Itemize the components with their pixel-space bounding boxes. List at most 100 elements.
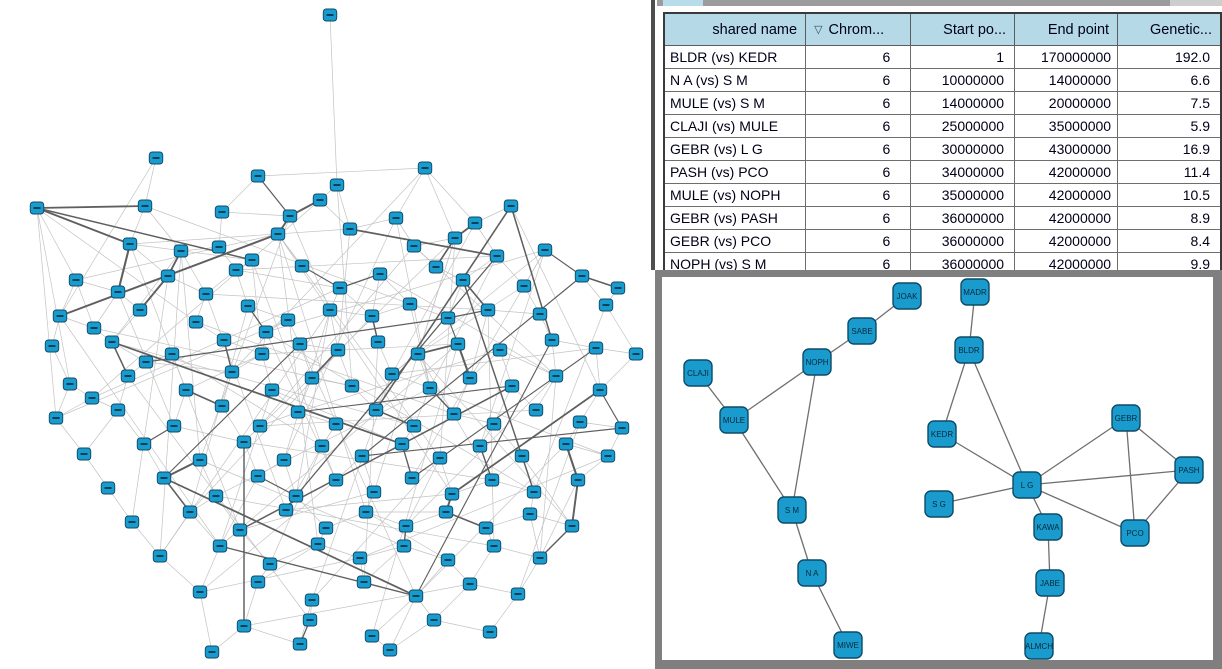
network-node[interactable]: [288, 489, 304, 503]
network-node[interactable]: [120, 369, 136, 383]
node-shape[interactable]: [777, 496, 807, 524]
network-node[interactable]: [166, 419, 182, 433]
network-node[interactable]: [462, 577, 478, 591]
network-node[interactable]: [462, 371, 478, 385]
table-cell[interactable]: 7.5: [1117, 91, 1222, 115]
network-node-pco[interactable]: PCO: [1120, 519, 1150, 547]
node-shape[interactable]: [1012, 471, 1042, 499]
table-cell[interactable]: BLDR (vs) KEDR: [663, 45, 807, 69]
network-node[interactable]: [406, 239, 422, 253]
table-cell[interactable]: 6: [805, 114, 912, 138]
network-node[interactable]: [328, 473, 344, 487]
network-node-joak[interactable]: JOAK: [892, 282, 922, 310]
network-node[interactable]: [354, 449, 370, 463]
network-node[interactable]: [366, 485, 382, 499]
network-node[interactable]: [258, 325, 274, 339]
network-node-madr[interactable]: MADR: [960, 278, 990, 306]
network-node[interactable]: [440, 311, 456, 325]
column-header-shared-name[interactable]: shared name: [663, 12, 807, 46]
network-node-n-a[interactable]: N A: [797, 559, 827, 587]
table-cell[interactable]: GEBR (vs) L G: [663, 137, 807, 161]
network-node[interactable]: [394, 437, 410, 451]
network-node[interactable]: [250, 575, 266, 589]
table-cell[interactable]: 1: [910, 45, 1016, 69]
subnetwork-canvas[interactable]: JOAK MADR SABE BLDR NOPH CLAJI MULE KEDR GEBR L G…: [662, 277, 1213, 660]
network-node[interactable]: [278, 503, 294, 517]
node-shape[interactable]: [954, 336, 984, 364]
network-node[interactable]: [110, 403, 126, 417]
node-shape[interactable]: [927, 420, 957, 448]
table-cell[interactable]: 14000000: [910, 91, 1016, 115]
network-node[interactable]: [410, 347, 426, 361]
network-node[interactable]: [417, 161, 433, 175]
table-cell[interactable]: 10000000: [910, 68, 1016, 92]
network-node[interactable]: [402, 297, 418, 311]
network-node[interactable]: [522, 507, 538, 521]
table-cell[interactable]: 42000000: [1014, 206, 1119, 230]
network-node[interactable]: [164, 347, 180, 361]
network-node[interactable]: [304, 371, 320, 385]
network-node[interactable]: [537, 243, 553, 257]
network-node[interactable]: [526, 485, 542, 499]
network-node[interactable]: [438, 505, 454, 519]
network-edge-l-g-pco[interactable]: [1026, 484, 1136, 534]
network-node[interactable]: [212, 539, 228, 553]
network-node[interactable]: [600, 449, 616, 463]
network-node[interactable]: [504, 379, 520, 393]
network-node[interactable]: [318, 521, 334, 535]
table-row[interactable]: N A (vs) S M 6 10000000 14000000 6.6: [663, 68, 1222, 92]
network-node[interactable]: [264, 383, 280, 397]
node-shape[interactable]: [683, 359, 713, 387]
network-node[interactable]: [252, 419, 268, 433]
network-node[interactable]: [110, 285, 126, 299]
network-node[interactable]: [492, 343, 508, 357]
table-cell[interactable]: 6: [805, 183, 912, 207]
node-shape[interactable]: [924, 490, 954, 518]
network-node[interactable]: [478, 521, 494, 535]
network-node[interactable]: [152, 549, 168, 563]
network-node[interactable]: [558, 437, 574, 451]
table-cell[interactable]: 36000000: [910, 229, 1016, 253]
table-cell[interactable]: 10.5: [1117, 183, 1222, 207]
network-node[interactable]: [276, 453, 292, 467]
network-node[interactable]: [122, 237, 138, 251]
network-node[interactable]: [428, 260, 444, 274]
network-node-noph[interactable]: NOPH: [802, 348, 832, 376]
network-node[interactable]: [444, 487, 460, 501]
network-edge-bldr-l-g[interactable]: [968, 349, 1028, 486]
table-cell[interactable]: PASH (vs) PCO: [663, 160, 807, 184]
network-node-l-g[interactable]: L G: [1012, 471, 1042, 499]
table-cell[interactable]: 35000000: [910, 183, 1016, 207]
network-node[interactable]: [516, 279, 532, 293]
table-cell[interactable]: 6: [805, 229, 912, 253]
network-node[interactable]: [304, 593, 320, 607]
network-node[interactable]: [62, 377, 78, 391]
network-node[interactable]: [408, 589, 424, 603]
network-node[interactable]: [270, 227, 286, 241]
network-node[interactable]: [472, 439, 488, 453]
table-row[interactable]: CLAJI (vs) MULE 6 25000000 35000000 5.9: [663, 114, 1222, 138]
network-node[interactable]: [148, 151, 164, 165]
table-cell[interactable]: MULE (vs) NOPH: [663, 183, 807, 207]
node-shape[interactable]: [892, 282, 922, 310]
table-cell[interactable]: 42000000: [1014, 183, 1119, 207]
network-node[interactable]: [211, 240, 227, 254]
network-node[interactable]: [628, 347, 644, 361]
network-node-gebr[interactable]: GEBR: [1111, 404, 1141, 432]
table-row[interactable]: BLDR (vs) KEDR 6 1 170000000 192.0: [663, 45, 1222, 69]
network-node[interactable]: [132, 303, 148, 317]
network-node-s-g[interactable]: S G: [924, 490, 954, 518]
table-row[interactable]: GEBR (vs) L G 6 30000000 43000000 16.9: [663, 137, 1222, 161]
network-node[interactable]: [328, 417, 344, 431]
network-node[interactable]: [254, 347, 270, 361]
network-node[interactable]: [104, 335, 120, 349]
table-cell[interactable]: 192.0: [1117, 45, 1222, 69]
network-node[interactable]: [372, 267, 388, 281]
network-node[interactable]: [292, 337, 308, 351]
table-row[interactable]: MULE (vs) NOPH 6 35000000 42000000 10.5: [663, 183, 1222, 207]
network-node[interactable]: [322, 303, 338, 317]
node-shape[interactable]: [1035, 569, 1065, 597]
table-cell[interactable]: MULE (vs) S M: [663, 91, 807, 115]
table-cell[interactable]: GEBR (vs) PASH: [663, 206, 807, 230]
network-node-s-m[interactable]: S M: [777, 496, 807, 524]
